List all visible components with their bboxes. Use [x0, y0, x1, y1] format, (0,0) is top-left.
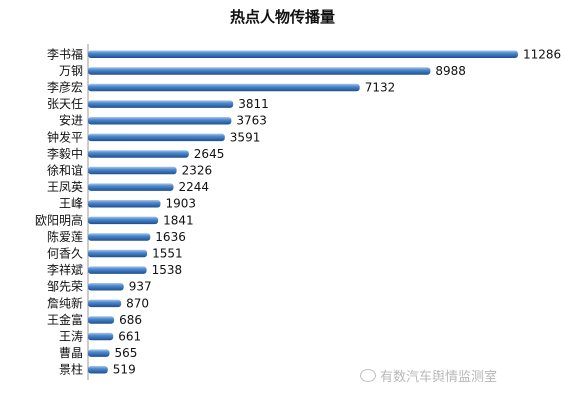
- category-label: 陈爱莲: [47, 229, 83, 244]
- bar-詹纯新: [88, 299, 122, 308]
- category-label: 王峰: [59, 197, 83, 211]
- bar-王峰: [88, 200, 161, 208]
- bar-李彦宏: [88, 83, 360, 92]
- category-label: 何香久: [47, 247, 83, 261]
- value-label: 3591: [230, 130, 261, 144]
- value-label: 1636: [155, 230, 186, 244]
- category-label: 安进: [59, 113, 83, 128]
- value-label: 2645: [194, 147, 225, 161]
- value-label: 2244: [179, 180, 210, 194]
- bar-王金富: [88, 316, 115, 324]
- value-label: 519: [113, 363, 136, 377]
- bar-李祥斌: [88, 266, 147, 274]
- watermark: 有数汽车舆情监测室: [360, 366, 497, 385]
- category-label: 王凤英: [47, 180, 83, 194]
- category-label: 李毅中: [47, 146, 83, 161]
- category-label: 邹先荣: [47, 280, 83, 294]
- value-label: 3763: [236, 114, 267, 128]
- bar-万钢: [88, 67, 431, 75]
- bar-李书福: [88, 50, 518, 58]
- category-label: 王涛: [59, 329, 83, 344]
- category-label: 景柱: [59, 362, 83, 377]
- category-label: 钟发平: [47, 129, 83, 144]
- bar-钟发平: [88, 133, 225, 142]
- value-label: 8988: [435, 64, 466, 78]
- value-label: 2326: [182, 164, 213, 178]
- category-label: 曹晶: [59, 346, 83, 360]
- bar-安进: [88, 117, 232, 125]
- value-label: 11286: [523, 47, 561, 61]
- chart-title: 热点人物传播量: [229, 8, 335, 26]
- bar-欧阳明高: [88, 216, 159, 225]
- value-label: 661: [118, 330, 141, 344]
- bar-陈爱莲: [88, 233, 151, 241]
- value-label: 1538: [152, 263, 183, 277]
- bar-李毅中: [88, 150, 189, 158]
- bar-何香久: [88, 249, 148, 258]
- bar-王涛: [88, 332, 114, 341]
- bar-景柱: [88, 366, 108, 374]
- value-label: 565: [115, 346, 138, 360]
- value-label: 937: [129, 280, 152, 294]
- bar-邹先荣: [88, 283, 124, 291]
- category-label: 王金富: [47, 312, 83, 327]
- wechat-icon: [360, 369, 376, 382]
- category-label: 李彦宏: [47, 80, 83, 95]
- category-label: 徐和谊: [47, 163, 83, 178]
- watermark-text: 有数汽车舆情监测室: [380, 370, 498, 385]
- category-label: 万钢: [59, 64, 83, 78]
- value-label: 870: [126, 296, 149, 310]
- bar-曹晶: [88, 349, 110, 357]
- value-label: 7132: [365, 81, 396, 95]
- category-label: 欧阳明高: [35, 212, 83, 227]
- category-label: 李祥斌: [47, 262, 83, 277]
- value-label: 1551: [152, 247, 183, 261]
- value-label: 1903: [166, 197, 197, 211]
- bar-张天任: [88, 100, 234, 108]
- category-label: 李书福: [47, 46, 83, 61]
- value-label: 1841: [163, 213, 194, 227]
- category-label: 张天任: [47, 97, 83, 111]
- bar-徐和谊: [88, 166, 177, 175]
- category-label: 詹纯新: [47, 295, 83, 310]
- bar-王凤英: [88, 183, 174, 191]
- value-label: 3811: [238, 97, 269, 111]
- value-label: 686: [119, 313, 142, 327]
